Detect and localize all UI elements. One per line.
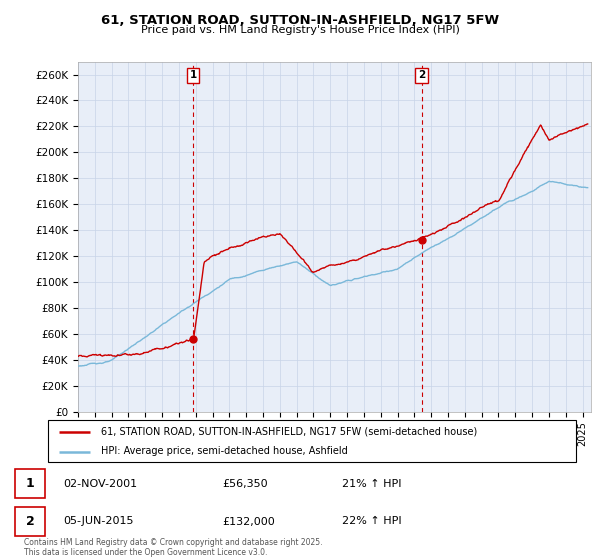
Text: 2: 2 xyxy=(418,71,425,80)
Text: HPI: Average price, semi-detached house, Ashfield: HPI: Average price, semi-detached house,… xyxy=(101,446,347,456)
Text: 2: 2 xyxy=(26,515,34,528)
Text: 05-JUN-2015: 05-JUN-2015 xyxy=(63,516,133,526)
Text: Contains HM Land Registry data © Crown copyright and database right 2025.
This d: Contains HM Land Registry data © Crown c… xyxy=(24,538,323,557)
Text: 61, STATION ROAD, SUTTON-IN-ASHFIELD, NG17 5FW: 61, STATION ROAD, SUTTON-IN-ASHFIELD, NG… xyxy=(101,14,499,27)
Text: 1: 1 xyxy=(190,71,197,80)
Text: 61, STATION ROAD, SUTTON-IN-ASHFIELD, NG17 5FW (semi-detached house): 61, STATION ROAD, SUTTON-IN-ASHFIELD, NG… xyxy=(101,427,477,437)
Text: 21% ↑ HPI: 21% ↑ HPI xyxy=(342,479,401,489)
Text: 1: 1 xyxy=(26,477,34,490)
Text: £56,350: £56,350 xyxy=(222,479,268,489)
Text: Price paid vs. HM Land Registry's House Price Index (HPI): Price paid vs. HM Land Registry's House … xyxy=(140,25,460,35)
Text: £132,000: £132,000 xyxy=(222,516,275,526)
FancyBboxPatch shape xyxy=(48,420,576,462)
Text: 02-NOV-2001: 02-NOV-2001 xyxy=(63,479,137,489)
Text: 22% ↑ HPI: 22% ↑ HPI xyxy=(342,516,401,526)
FancyBboxPatch shape xyxy=(15,507,45,536)
FancyBboxPatch shape xyxy=(15,469,45,498)
